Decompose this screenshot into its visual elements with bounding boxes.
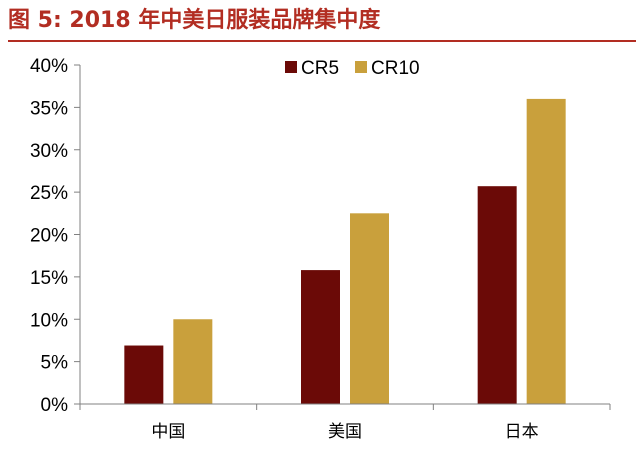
bar-cr10-0 xyxy=(173,319,213,404)
bar-cr10-2 xyxy=(526,98,566,405)
title-rule xyxy=(8,40,636,42)
legend-label-cr10: CR10 xyxy=(371,58,420,79)
y-tick-label: 5% xyxy=(41,353,69,374)
bar-cr5-1 xyxy=(301,270,340,404)
figure-title: 图 5: 2018 年中美日服装品牌集中度 xyxy=(8,8,381,33)
x-tick-label: 日本 xyxy=(505,422,539,442)
y-tick-label: 10% xyxy=(30,310,68,331)
y-tick-label: 0% xyxy=(41,395,69,416)
bar-cr10-1 xyxy=(350,213,389,404)
bar-cr5-2 xyxy=(477,186,517,404)
y-tick-label: 30% xyxy=(30,141,68,162)
legend-swatch-cr10 xyxy=(355,61,367,73)
y-tick-label: 25% xyxy=(30,183,68,204)
bars xyxy=(124,98,566,405)
y-tick-label: 35% xyxy=(30,98,68,119)
bar-cr5-0 xyxy=(124,345,164,404)
y-axis-ticks: 0% 5% 10% 15% 20% 25% 30% 35% 40% xyxy=(30,56,80,416)
x-tick-label: 中国 xyxy=(151,422,185,442)
x-axis-labels: 中国 美国 日本 xyxy=(151,422,538,442)
y-tick-label: 20% xyxy=(30,226,68,247)
axes xyxy=(79,65,611,410)
x-tick-label: 美国 xyxy=(328,422,362,442)
y-tick-label: 40% xyxy=(30,56,68,77)
legend-label-cr5: CR5 xyxy=(301,58,339,79)
legend-swatch-cr5 xyxy=(285,61,297,73)
y-tick-label: 15% xyxy=(30,268,68,289)
legend: CR5 CR10 xyxy=(285,58,420,79)
